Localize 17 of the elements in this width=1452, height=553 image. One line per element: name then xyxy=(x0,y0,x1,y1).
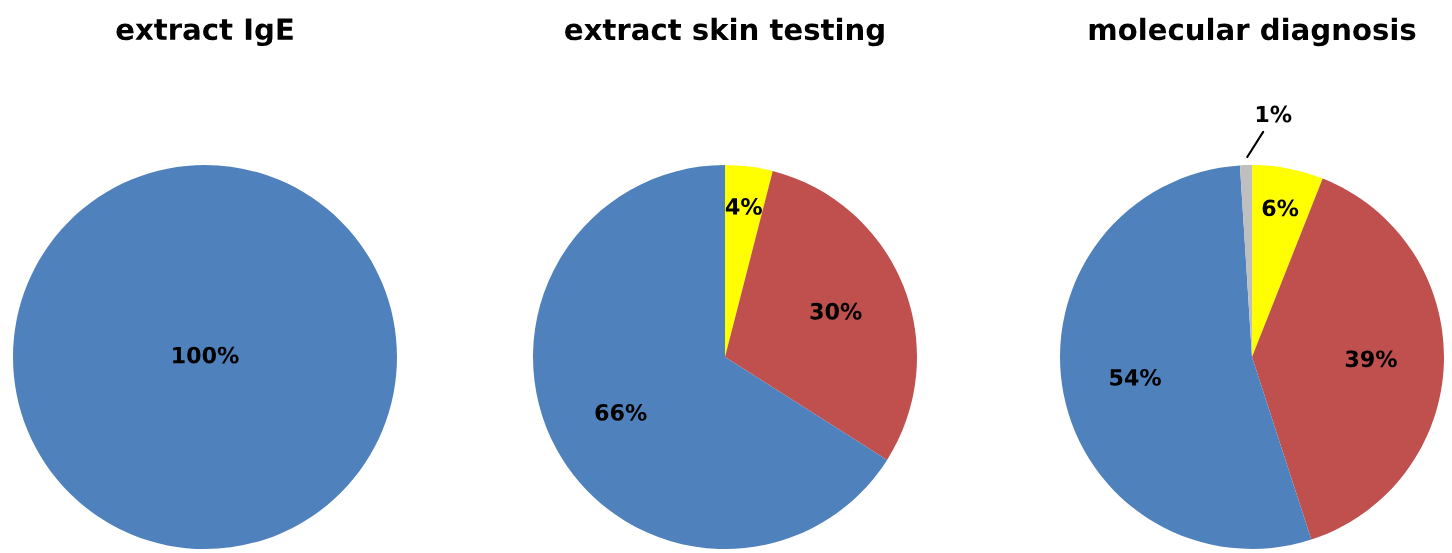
data-label: 54% xyxy=(1110,368,1161,386)
data-label: 4% xyxy=(725,198,762,215)
data-label: 6% xyxy=(1262,199,1299,217)
data-label: 66% xyxy=(595,403,647,421)
pie-slice xyxy=(533,165,888,549)
data-label: 30% xyxy=(810,302,862,320)
chart-title: molecular diagnosis xyxy=(1089,17,1416,47)
pie-slice xyxy=(725,165,773,357)
data-label: 100% xyxy=(173,346,239,364)
pie-slice xyxy=(1252,165,1323,357)
pie-slice xyxy=(1060,165,1312,549)
data-label: 1% xyxy=(1256,105,1292,123)
pie-slice xyxy=(1252,178,1444,540)
chart-title: extract IgE xyxy=(116,18,293,47)
chart-title: extract skin testing xyxy=(565,17,884,47)
pie-slice xyxy=(725,171,917,460)
data-label: 39% xyxy=(1345,350,1397,368)
